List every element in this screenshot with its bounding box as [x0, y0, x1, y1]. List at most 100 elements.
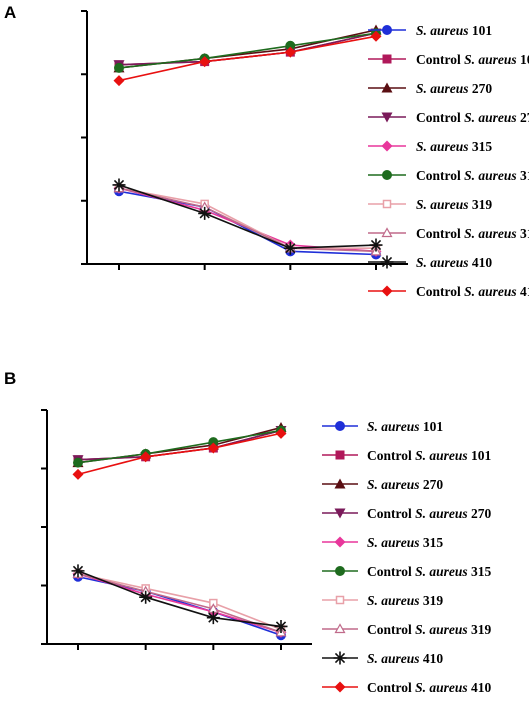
- data-point: [274, 619, 288, 633]
- legend-label: S. aureus 270: [367, 477, 443, 492]
- series-line: [118, 29, 377, 69]
- legend-label-species: S. aureus: [416, 255, 469, 270]
- data-point: [206, 611, 220, 625]
- legend-label-strain: 319: [469, 197, 493, 212]
- legend-entry: S. aureus 315: [368, 139, 492, 154]
- legend-label-strain: 315: [517, 168, 529, 183]
- legend-label: S. aureus 101: [416, 23, 492, 38]
- data-point: [207, 442, 219, 454]
- legend-label-prefix: Control: [416, 226, 464, 241]
- legend-label-strain: 270: [468, 506, 492, 521]
- legend-label-species: S. aureus: [367, 593, 420, 608]
- series-line: [77, 429, 282, 464]
- series-9: [72, 427, 287, 480]
- legend-label-prefix: Control: [416, 52, 464, 67]
- legend-marker: [382, 199, 392, 209]
- series-8: [112, 178, 383, 255]
- legend-entry: Control S. aureus 410: [368, 284, 529, 299]
- series-line: [118, 187, 376, 249]
- legend-entry: S. aureus 319: [322, 593, 443, 608]
- data-point: [113, 75, 125, 87]
- legend-label-species: S. aureus: [416, 139, 469, 154]
- legend-label-strain: 410: [468, 680, 492, 695]
- series-line: [77, 573, 282, 631]
- data-point: [275, 427, 287, 439]
- legend-label-species: S. aureus: [464, 168, 517, 183]
- legend-label-species: S. aureus: [415, 448, 468, 463]
- legend-label-strain: 410: [517, 284, 529, 299]
- legend-label-strain: 319: [517, 226, 529, 241]
- series-line: [118, 187, 377, 253]
- series-line: [77, 432, 282, 476]
- legend-label-strain: 101: [517, 52, 529, 67]
- legend-entry: S. aureus 101: [368, 23, 492, 38]
- legend-label: Control S. aureus 319: [416, 226, 529, 241]
- legend-entry: S. aureus 101: [322, 419, 443, 434]
- legend-marker: [334, 681, 346, 693]
- legend-label: Control S. aureus 319: [367, 622, 492, 637]
- legend-label-species: S. aureus: [464, 226, 517, 241]
- series-line: [118, 32, 377, 69]
- legend-label-prefix: Control: [367, 622, 415, 637]
- legend-entry: S. aureus 319: [368, 197, 492, 212]
- legend-entry: Control S. aureus 410: [322, 680, 492, 695]
- legend-entry: S. aureus 270: [322, 477, 443, 492]
- panel-label-b: B: [4, 369, 16, 388]
- legend-label: S. aureus 319: [367, 593, 443, 608]
- data-point: [114, 62, 124, 73]
- data-point: [199, 56, 211, 68]
- series-line: [77, 573, 282, 634]
- series-8: [71, 564, 288, 633]
- data-point: [73, 457, 83, 468]
- legend-label-strain: 315: [469, 139, 493, 154]
- legend-label-strain: 101: [469, 23, 493, 38]
- legend-label: Control S. aureus 315: [416, 168, 529, 183]
- legend-entry: Control S. aureus 315: [322, 564, 492, 579]
- legend-label-species: S. aureus: [415, 622, 468, 637]
- data-point: [71, 564, 85, 578]
- data-point: [198, 206, 212, 220]
- legend-marker: [334, 623, 346, 634]
- legend-marker: [335, 450, 345, 460]
- legend-marker: [381, 112, 393, 123]
- legend-marker: [334, 508, 346, 519]
- series-line: [118, 190, 377, 256]
- data-point: [112, 178, 126, 192]
- legend-marker: [334, 478, 346, 489]
- legend-marker: [335, 595, 345, 605]
- legend-entry: Control S. aureus 319: [368, 226, 529, 241]
- data-point: [140, 451, 152, 463]
- legend-label-strain: 410: [420, 651, 444, 666]
- legend-entry: Control S. aureus 315: [368, 168, 529, 183]
- legend-marker: [334, 536, 346, 548]
- legend-entry: Control S. aureus 101: [322, 448, 492, 463]
- legend-label-strain: 101: [468, 448, 492, 463]
- legend-marker: [335, 421, 345, 431]
- legend-entry: Control S. aureus 270: [322, 506, 492, 521]
- legend-entry: S. aureus 270: [368, 81, 492, 96]
- legend-label-prefix: Control: [416, 110, 464, 125]
- legend-label-species: S. aureus: [464, 52, 517, 67]
- legend-label-prefix: Control: [367, 448, 415, 463]
- legend-label: Control S. aureus 101: [416, 52, 529, 67]
- data-point: [369, 238, 383, 252]
- legend-marker: [381, 227, 393, 238]
- legend-label: S. aureus 410: [416, 255, 492, 270]
- legend-entry: Control S. aureus 319: [322, 622, 492, 637]
- legend-label-species: S. aureus: [367, 477, 420, 492]
- series-line: [77, 426, 282, 464]
- legend-label: Control S. aureus 410: [367, 680, 492, 695]
- legend-label-strain: 319: [420, 593, 444, 608]
- series-2: [72, 422, 287, 468]
- legend-label-species: S. aureus: [464, 110, 517, 125]
- legend-label-species: S. aureus: [367, 651, 420, 666]
- series-2: [113, 24, 382, 73]
- legend-label-strain: 315: [420, 535, 444, 550]
- legend-label-prefix: Control: [367, 506, 415, 521]
- legend-label: S. aureus 315: [367, 535, 443, 550]
- legend-marker: [335, 566, 345, 576]
- legend-marker: [382, 170, 392, 180]
